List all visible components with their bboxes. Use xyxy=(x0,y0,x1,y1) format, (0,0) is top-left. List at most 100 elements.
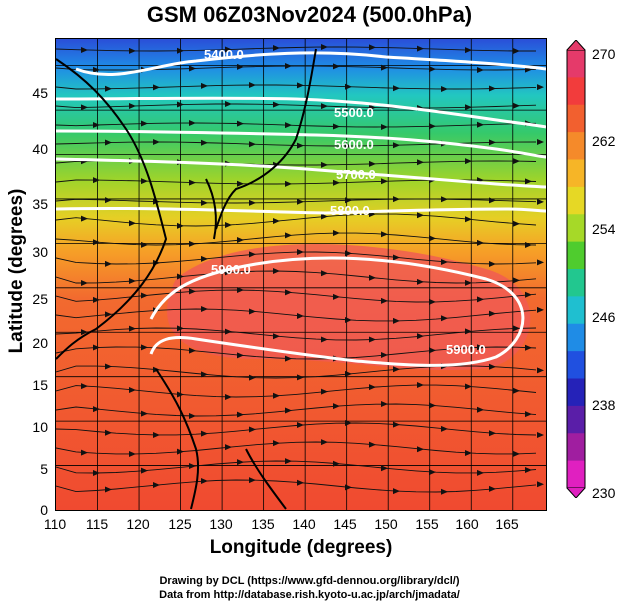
streamline-arrow xyxy=(429,347,436,354)
streamline-arrow xyxy=(381,401,388,408)
streamline-arrow xyxy=(393,488,400,495)
streamline-arrow xyxy=(525,178,532,185)
streamline-arrow xyxy=(237,63,244,70)
streamline-arrow xyxy=(369,104,376,111)
streamline-arrow xyxy=(369,384,376,391)
streamline-arrow xyxy=(105,486,112,493)
streamline-arrow xyxy=(105,260,112,267)
temperature-map-svg: 5400.0 5500.0 5600.0 5700.0 5800.0 5900.… xyxy=(56,39,546,510)
contour-labels: 5400.0 5500.0 5600.0 5700.0 5800.0 5900.… xyxy=(204,47,486,357)
streamline-arrow xyxy=(381,297,388,304)
streamline-arrow xyxy=(465,450,472,457)
streamline-arrow xyxy=(285,63,292,70)
y-tick-label: 30 xyxy=(32,244,48,260)
streamline-arrow xyxy=(381,352,388,359)
streamline-arrow xyxy=(513,158,520,165)
streamline-arrow xyxy=(333,293,340,300)
streamline-arrow xyxy=(477,296,484,303)
streamline-arrow xyxy=(81,104,88,111)
streamline-arrow xyxy=(369,336,376,343)
x-tick-label: 140 xyxy=(292,516,316,532)
streamline-arrow xyxy=(237,236,244,243)
colorbar-segment xyxy=(567,214,585,243)
streamline-arrow xyxy=(93,177,100,184)
streamline-arrow xyxy=(477,344,484,351)
streamline-arrow xyxy=(285,458,292,465)
streamline-arrow xyxy=(297,312,304,319)
streamline xyxy=(56,384,537,398)
streamline-arrow xyxy=(201,199,208,206)
streamline-arrow xyxy=(201,371,208,378)
streamline-arrow xyxy=(333,63,340,70)
streamline xyxy=(56,346,537,360)
streamline-arrow xyxy=(393,366,400,373)
streamline-arrow xyxy=(417,446,424,453)
streamline-arrow xyxy=(141,120,148,127)
streamline-arrow xyxy=(297,142,304,149)
streamline xyxy=(56,84,537,90)
streamline-arrow xyxy=(177,448,184,455)
streamline-arrow xyxy=(417,278,424,285)
streamline xyxy=(56,213,537,227)
x-tick-label: 155 xyxy=(415,516,439,532)
streamline-arrow xyxy=(273,101,280,108)
streamline xyxy=(56,479,537,493)
streamline-arrow xyxy=(441,425,448,432)
streamline-arrow xyxy=(429,123,436,130)
streamline xyxy=(56,422,537,436)
streamline-arrow xyxy=(81,279,88,286)
streamline-arrow xyxy=(105,363,112,370)
x-tick-label: 115 xyxy=(85,516,109,532)
streamline-arrow xyxy=(141,178,148,185)
streamline-arrow xyxy=(345,142,352,149)
contour-label: 5400.0 xyxy=(204,47,244,62)
streamline-arrow xyxy=(441,488,448,495)
streamline-arrow xyxy=(465,216,472,223)
x-tick-label: 145 xyxy=(333,516,357,532)
streamline-arrow xyxy=(465,104,472,111)
streamline-arrow xyxy=(285,289,292,296)
streamline-arrow xyxy=(225,444,232,451)
streamline-arrow xyxy=(321,336,328,343)
streamline-arrow xyxy=(201,139,208,146)
streamline-arrow xyxy=(513,47,520,54)
contour-label: 5500.0 xyxy=(334,105,374,120)
streamline-arrow xyxy=(465,328,472,335)
streamline xyxy=(56,103,537,109)
streamline-arrow xyxy=(441,258,448,265)
streamline-arrow xyxy=(189,347,196,354)
streamline-arrow xyxy=(273,333,280,340)
streamline-arrow xyxy=(381,465,388,472)
streamline xyxy=(56,327,537,341)
streamline-arrow xyxy=(177,222,184,229)
streamline-arrow xyxy=(525,344,532,351)
streamline xyxy=(56,460,537,474)
streamline-arrow xyxy=(237,180,244,187)
streamline-arrow xyxy=(537,481,544,488)
streamline-arrow xyxy=(237,459,244,466)
streamline-arrow xyxy=(129,277,136,284)
streamline-arrow xyxy=(537,259,544,266)
x-axis-label: Longitude (degrees) xyxy=(209,537,393,558)
streamline-arrow xyxy=(537,139,544,146)
map-plot-area[interactable]: 5400.0 5500.0 5600.0 5700.0 5800.0 5900.… xyxy=(55,38,547,511)
y-tick-label: 40 xyxy=(32,141,48,157)
streamline-arrow xyxy=(201,82,208,89)
x-tick-label: 150 xyxy=(374,516,398,532)
streamline xyxy=(56,46,536,52)
streamline-arrow xyxy=(369,274,376,281)
streamline-arrow xyxy=(333,179,340,186)
streamline-arrow xyxy=(417,45,424,52)
streamline-arrow xyxy=(321,44,328,51)
streamline-arrow xyxy=(381,123,388,130)
streamline xyxy=(56,232,537,246)
streamline-arrow xyxy=(81,46,88,53)
streamline-arrow xyxy=(321,439,328,446)
streamline-arrow xyxy=(417,212,424,219)
streamline xyxy=(56,65,537,71)
colorbar-tick: 270 xyxy=(592,46,616,62)
streamline-arrow xyxy=(525,467,532,474)
y-tick-label: 15 xyxy=(32,377,48,393)
height-contours xyxy=(56,51,546,367)
streamline-arrow xyxy=(141,241,148,248)
